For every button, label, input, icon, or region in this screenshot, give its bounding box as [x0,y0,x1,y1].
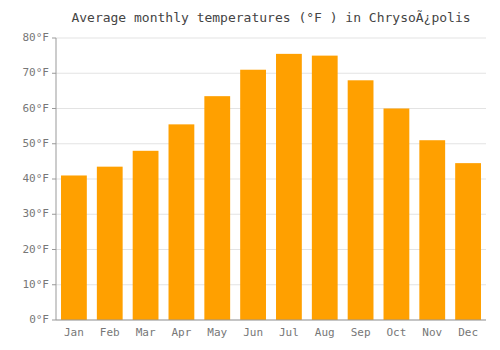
bars [61,54,481,320]
x-axis: Jan Feb Mar Apr May Jun Jul Aug Sep Oct Nov Dec [64,326,478,339]
x-axis-line [56,320,486,321]
bar [276,54,302,320]
y-tick [52,143,56,144]
y-tick [52,73,56,74]
bar [240,70,266,320]
y-tick-label: 0°F [29,313,49,326]
title: Average monthly temperatures (°F ) in Ch… [71,10,470,25]
x-tick-label: May [207,326,227,339]
bar [455,163,481,320]
bar [384,109,410,321]
y-tick [52,214,56,215]
bar [169,124,195,320]
y-tick [52,179,56,180]
y-tick-label: 50°F [23,137,50,150]
grid [56,38,486,320]
grid-line [56,320,486,321]
bar [133,151,159,320]
chart: Average monthly temperatures (°F ) in Ch… [0,0,500,350]
x-tick-label: Aug [315,326,335,339]
y-tick [52,320,56,321]
bar [348,80,374,320]
y-tick-label: 20°F [23,243,50,256]
x-tick-label: Jul [279,326,299,339]
x-tick-label: Mar [136,326,156,339]
y-tick-label: 30°F [23,207,50,220]
y-tick-label: 80°F [23,31,50,44]
x-tick-label: Apr [171,326,191,339]
x-tick-label: Jan [64,326,84,339]
y-tick [52,38,56,39]
y-tick [52,249,56,250]
y-tick-label: 40°F [23,172,50,185]
grid-line [56,38,486,39]
bar [204,96,230,320]
x-tick-label: Jun [243,326,263,339]
x-tick-label: Dec [458,326,478,339]
y-tick-label: 10°F [23,278,50,291]
bar [97,167,123,320]
x-tick-label: Oct [386,326,406,339]
grid-line [56,108,486,109]
y-tick [52,284,56,285]
grid-line [56,73,486,74]
y-tick-label: 70°F [23,66,50,79]
bar [419,140,445,320]
bar [312,56,338,320]
y-axis: 0°F 10°F 20°F 30°F 40°F 50°F 60°F 70°F 80°F [23,31,57,326]
x-tick-label: Nov [422,326,442,339]
bar [61,175,87,320]
y-tick [52,108,56,109]
y-tick-label: 60°F [23,102,50,115]
x-tick-label: Feb [100,326,120,339]
y-axis-line [56,38,57,320]
x-tick-label: Sep [351,326,371,339]
